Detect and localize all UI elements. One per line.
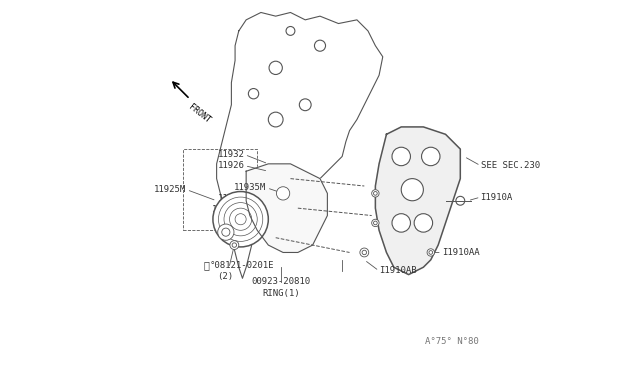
Circle shape <box>456 196 465 205</box>
Bar <box>184 149 257 230</box>
Text: 11926: 11926 <box>218 161 244 170</box>
Circle shape <box>232 243 237 247</box>
Text: °08121-0201E: °08121-0201E <box>209 261 274 270</box>
Text: I1910AB: I1910AB <box>379 266 417 275</box>
Circle shape <box>222 228 230 236</box>
Circle shape <box>392 214 410 232</box>
Circle shape <box>401 179 424 201</box>
Polygon shape <box>246 164 328 253</box>
Circle shape <box>422 147 440 166</box>
Circle shape <box>218 224 234 240</box>
Text: Ⓑ: Ⓑ <box>204 260 209 270</box>
Circle shape <box>213 192 268 247</box>
Text: SEE SEC.230: SEE SEC.230 <box>481 161 540 170</box>
Text: 11932: 11932 <box>218 150 244 159</box>
Polygon shape <box>216 13 383 278</box>
Text: RING(1): RING(1) <box>262 289 300 298</box>
Text: (2): (2) <box>218 272 234 281</box>
Circle shape <box>276 187 290 200</box>
Circle shape <box>392 147 410 166</box>
Text: 11927: 11927 <box>218 195 244 203</box>
Text: 11935M: 11935M <box>234 183 266 192</box>
Circle shape <box>429 251 433 254</box>
Text: FRONT: FRONT <box>186 103 212 125</box>
Text: 00923-20810: 00923-20810 <box>252 278 311 286</box>
Circle shape <box>372 190 379 197</box>
Circle shape <box>374 221 377 225</box>
Text: A°75° N°80: A°75° N°80 <box>425 337 479 346</box>
Polygon shape <box>376 127 460 275</box>
Circle shape <box>230 241 239 250</box>
Circle shape <box>414 214 433 232</box>
Circle shape <box>374 192 377 195</box>
Circle shape <box>360 248 369 257</box>
Text: I1910A: I1910A <box>481 193 513 202</box>
Text: 11925M: 11925M <box>154 185 186 194</box>
Text: 11929: 11929 <box>212 205 239 215</box>
Circle shape <box>362 250 367 255</box>
Text: I1910AA: I1910AA <box>442 248 479 257</box>
Circle shape <box>427 249 435 256</box>
Circle shape <box>372 219 379 227</box>
